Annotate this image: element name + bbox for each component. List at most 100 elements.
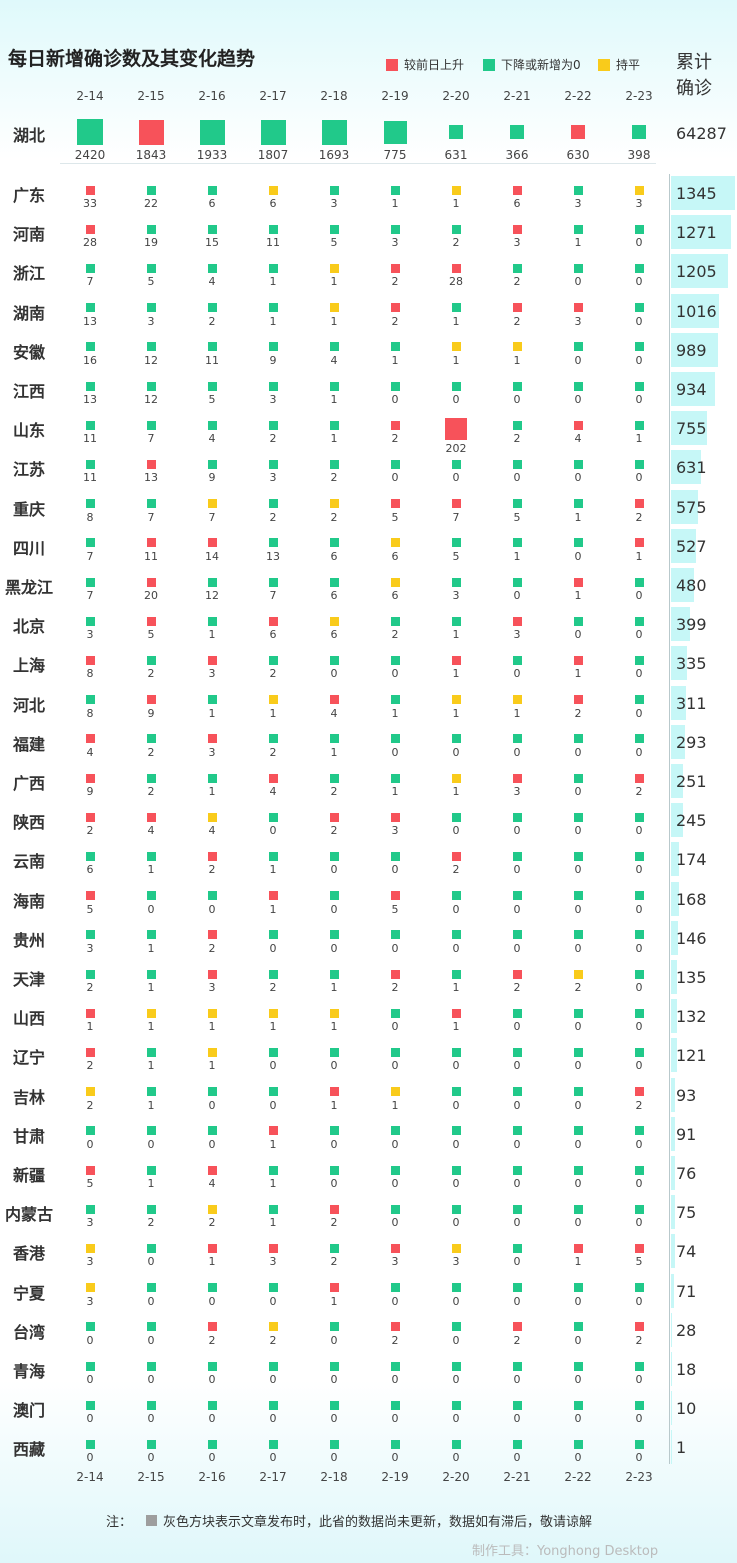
value-label: 8 [86, 706, 94, 720]
trend-square [207, 224, 217, 234]
total-value: 71 [676, 1281, 697, 1301]
province-label: 吉林 [13, 1087, 46, 1107]
trend-square [390, 303, 400, 313]
trend-square [573, 577, 583, 587]
value-label: 0 [574, 1020, 582, 1034]
total-bar [671, 685, 686, 720]
trend-square [146, 655, 156, 665]
trend-square [573, 773, 583, 783]
value-label: 0 [574, 1412, 582, 1426]
total-value: 174 [676, 850, 707, 870]
trend-square [512, 1439, 522, 1449]
value-label: 0 [86, 1451, 94, 1465]
trend-square [390, 773, 400, 783]
trend-square [207, 381, 217, 391]
trend-square [85, 499, 95, 509]
trend-square [85, 734, 95, 744]
trend-square [268, 224, 278, 234]
legend-item-flat: 持平 [598, 56, 640, 73]
value-label: 1 [208, 628, 216, 642]
value-label: 0 [574, 1177, 582, 1190]
value-label: 0 [391, 667, 399, 681]
value-label: 0 [574, 1059, 582, 1073]
trend-square [390, 616, 400, 626]
value-label: 0 [330, 1177, 338, 1190]
value-label: 3 [269, 1255, 277, 1269]
total-header: 累计 确诊 [676, 50, 712, 102]
trend-square [146, 891, 156, 901]
trend-square [451, 224, 461, 234]
value-label: 2 [513, 275, 521, 289]
value-label: 0 [391, 863, 399, 877]
value-label: 366 [505, 148, 529, 162]
trend-square [329, 538, 339, 548]
total-header-line2: 确诊 [676, 78, 712, 99]
trend-square [573, 420, 583, 430]
trend-square [268, 1322, 278, 1332]
value-label: 1 [147, 863, 155, 877]
trend-square [449, 125, 463, 139]
value-label: 1 [330, 393, 338, 406]
value-label: 2 [147, 1216, 155, 1230]
trend-square [390, 381, 400, 391]
trend-square [573, 891, 583, 901]
trend-square [390, 499, 400, 509]
value-label: 3 [513, 236, 521, 250]
total-bar [671, 842, 679, 877]
value-label: 0 [452, 941, 460, 955]
date-label-top: 2-15 [137, 89, 165, 103]
value-label: 8 [86, 510, 94, 524]
total-value: 121 [676, 1046, 707, 1066]
province-label: 河南 [13, 225, 46, 245]
value-label: 12 [144, 353, 158, 367]
trend-square [634, 577, 644, 587]
value-label: 0 [574, 745, 582, 759]
total-value: 75 [676, 1203, 697, 1223]
province-label: 甘肃 [13, 1126, 46, 1146]
trend-square [329, 185, 339, 195]
date-label-bottom: 2-23 [625, 1470, 653, 1484]
legend-label-rise: 较前日上升 [404, 58, 465, 72]
value-label: 1 [330, 432, 338, 446]
trend-square [268, 1243, 278, 1253]
footnote-text: 灰色方块表示文章发布时，此省的数据尚未更新，数据如有滞后，敬请谅解 [163, 1515, 593, 1530]
trend-square [573, 655, 583, 665]
value-label: 1 [452, 667, 460, 681]
trend-square [573, 1439, 583, 1449]
trend-square [329, 616, 339, 626]
trend-square [632, 125, 646, 139]
trend-square [85, 891, 95, 901]
trend-square [634, 930, 644, 940]
value-label: 1 [147, 1020, 155, 1034]
value-label: 0 [452, 1177, 460, 1190]
trend-square [268, 459, 278, 469]
value-label: 1 [330, 1294, 338, 1308]
total-value: 631 [676, 458, 707, 478]
value-label: 1843 [135, 148, 167, 162]
trend-square [573, 303, 583, 313]
total-bar [671, 1234, 675, 1269]
value-label: 0 [574, 471, 582, 485]
value-label: 0 [635, 275, 643, 289]
trend-square [207, 577, 217, 587]
value-label: 0 [513, 1373, 521, 1386]
value-label: 1 [574, 667, 582, 681]
trend-square [634, 695, 644, 705]
value-label: 20 [144, 589, 158, 602]
value-label: 4 [208, 432, 216, 446]
value-label: 1 [452, 197, 460, 210]
value-label: 0 [635, 824, 643, 838]
trend-square [512, 1322, 522, 1332]
date-label-top: 2-22 [564, 89, 592, 103]
value-label: 2 [330, 1216, 338, 1230]
trend-square [268, 1087, 278, 1097]
value-label: 4 [330, 353, 338, 367]
value-label: 1 [208, 1059, 216, 1073]
gray-square-icon [146, 1515, 158, 1526]
value-label: 0 [452, 471, 460, 485]
value-label: 0 [269, 1373, 277, 1386]
value-label: 0 [391, 1020, 399, 1034]
province-label: 安徽 [13, 342, 46, 362]
trend-square [268, 263, 278, 273]
trend-square [390, 459, 400, 469]
